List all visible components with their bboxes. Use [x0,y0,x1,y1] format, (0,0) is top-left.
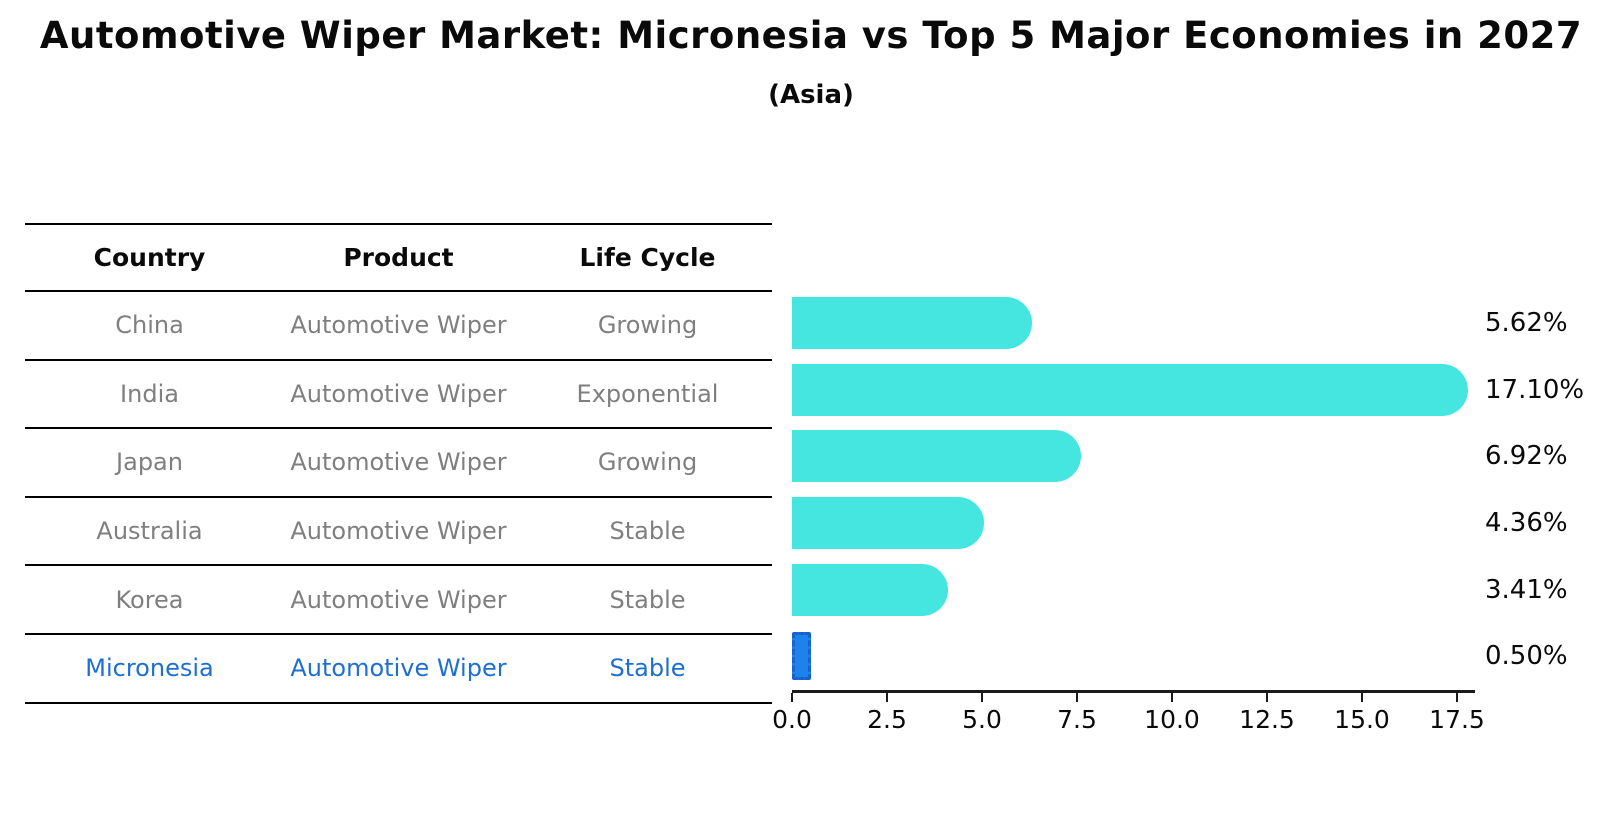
x-tick-label: 10.0 [1144,705,1200,734]
bar-india [792,363,1468,416]
table-row: Australia Automotive Wiper Stable [25,498,772,567]
x-axis-line [792,690,1475,693]
x-tick-mark [1266,693,1268,702]
product-cell: Automotive Wiper [290,448,507,477]
x-tick-mark [1076,693,1078,702]
country-cell: China [115,311,184,340]
x-tick-mark [1361,693,1363,702]
x-tick-mark [981,693,983,702]
product-cell: Automotive Wiper [290,585,507,614]
life-cycle-cell: Growing [597,448,698,477]
country-cell: Japan [116,448,183,477]
bar-row [792,490,1492,557]
value-label: 5.62% [1485,308,1568,339]
bar-row [792,623,1492,690]
bar-china [792,297,1032,350]
x-tick-label: 15.0 [1334,705,1390,734]
life-cycle-cell: Growing [597,311,698,340]
table-row: India Automotive Wiper Exponential [25,361,772,430]
country-cell: Australia [96,517,203,546]
bar-row [792,290,1492,357]
x-tick-label: 7.5 [1057,705,1097,734]
table-row: Korea Automotive Wiper Stable [25,566,772,635]
life-cycle-cell: Stable [609,654,686,683]
x-tick-label: 17.5 [1429,705,1485,734]
x-tick-mark [1171,693,1173,702]
country-cell: Korea [115,585,184,614]
chart-subtitle: (Asia) [768,80,854,110]
x-axis-ticks: 0.0 2.5 5.0 7.5 10.0 12.5 15.0 17.5 [772,693,1485,734]
table-row-highlight-micronesia: Micronesia Automotive Wiper Stable [25,635,772,704]
life-cycle-cell: Exponential [576,379,719,408]
column-header-country: Country [93,243,206,272]
bar-micronesia [792,632,811,681]
table-row: China Automotive Wiper Growing [25,292,772,361]
bar-row [792,357,1492,424]
x-tick-label: 2.5 [867,705,907,734]
bar-japan [792,430,1081,483]
value-label-column: 5.62% 17.10% 6.92% 4.36% 3.41% 0.50% [1485,290,1622,690]
bar-plot-area [792,290,1492,690]
life-cycle-cell: Stable [609,517,686,546]
value-label: 6.92% [1485,441,1568,472]
value-label: 4.36% [1485,508,1568,539]
product-cell: Automotive Wiper [290,311,507,340]
x-tick-mark [886,693,888,702]
table-row: Japan Automotive Wiper Growing [25,429,772,498]
x-tick-label: 5.0 [962,705,1002,734]
value-label: 17.10% [1485,374,1585,405]
bar-row [792,423,1492,490]
country-cell: India [120,379,179,408]
x-tick-mark [1456,693,1458,702]
product-cell: Automotive Wiper [290,654,507,683]
value-label: 3.41% [1485,574,1568,605]
product-cell: Automotive Wiper [290,379,507,408]
country-table: Country Product Life Cycle China Automot… [25,223,772,704]
column-header-product: Product [343,243,454,272]
life-cycle-cell: Stable [609,585,686,614]
bar-row [792,556,1492,623]
x-tick-mark [791,693,793,702]
bar-australia [792,497,984,550]
country-cell: Micronesia [85,654,214,683]
x-tick-label: 0.0 [772,705,812,734]
column-header-life-cycle: Life Cycle [579,243,716,272]
value-label: 0.50% [1485,641,1568,672]
chart-title: Automotive Wiper Market: Micronesia vs T… [39,14,1583,57]
bar-korea [792,563,948,616]
table-header-row: Country Product Life Cycle [25,225,772,292]
x-tick-label: 12.5 [1239,705,1295,734]
product-cell: Automotive Wiper [290,517,507,546]
